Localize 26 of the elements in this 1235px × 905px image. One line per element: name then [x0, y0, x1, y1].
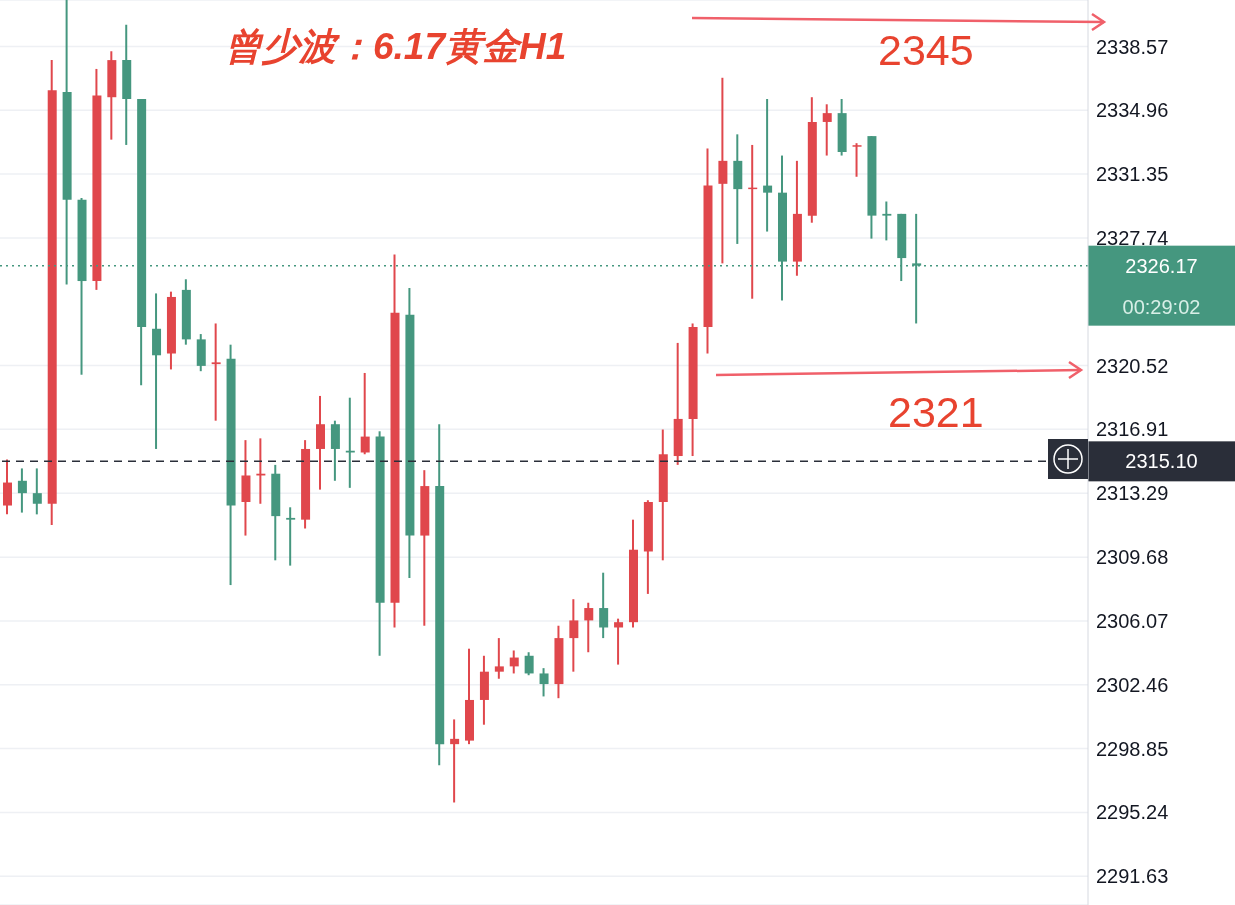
y-tick-label: 2313.29 — [1096, 482, 1169, 505]
y-tick-label: 2331.35 — [1096, 163, 1169, 186]
y-tick-label: 2320.52 — [1096, 354, 1169, 377]
candlestick — [286, 507, 296, 566]
y-tick-label: 2291.63 — [1096, 865, 1169, 888]
y-tick-label: 2309.68 — [1096, 546, 1169, 569]
candlestick — [211, 323, 221, 421]
candlestick — [852, 143, 862, 177]
annotation: 2345 — [878, 26, 974, 75]
candlestick — [763, 98, 773, 232]
ref-line-label: 2315.10 — [1125, 450, 1198, 473]
ref-line-label: 2326.17 — [1125, 254, 1198, 277]
annotation: 2321 — [888, 388, 984, 437]
y-tick-label: 2334.96 — [1096, 99, 1169, 122]
text: 00:29:02 — [1122, 295, 1201, 318]
y-tick-label: 2298.85 — [1096, 737, 1169, 760]
y-tick-label: 2295.24 — [1096, 801, 1169, 824]
candlestick — [450, 719, 460, 803]
candlestick — [882, 201, 892, 241]
y-tick-label: 2338.57 — [1096, 35, 1169, 58]
text: 曾少波：6.17黄金H1 — [225, 25, 567, 69]
y-tick-label: 2327.74 — [1096, 227, 1169, 250]
y-tick-label: 2316.91 — [1096, 418, 1169, 441]
y-tick-label: 2306.07 — [1096, 610, 1169, 633]
y-tick-label: 2302.46 — [1096, 673, 1169, 696]
candlestick — [345, 397, 355, 488]
